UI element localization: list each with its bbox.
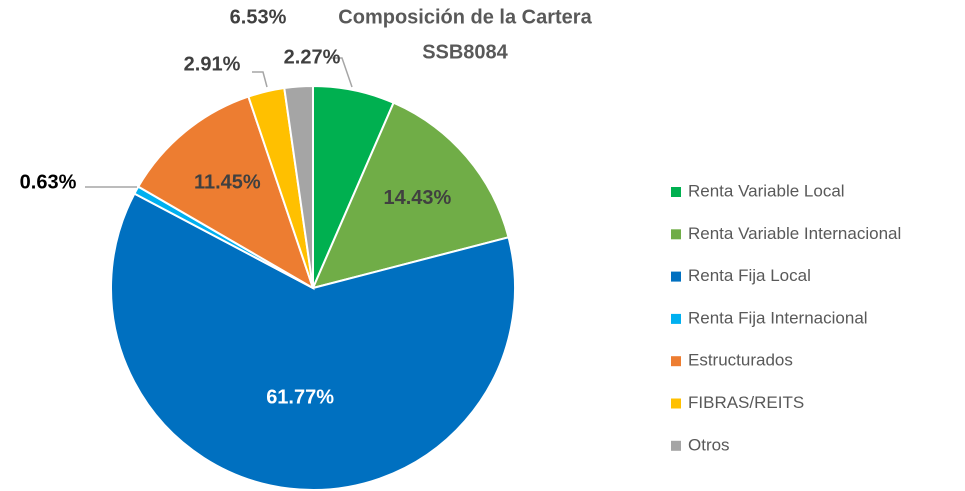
pie-slice xyxy=(311,101,510,290)
legend-swatch xyxy=(671,229,681,240)
legend-label: Renta Variable Local xyxy=(688,181,845,200)
chart-subtitle: SSB8084 xyxy=(422,41,508,63)
pie-slice xyxy=(136,95,315,291)
legend-swatch xyxy=(671,313,681,324)
data-label: 11.45% xyxy=(194,171,261,193)
data-label: 6.53% xyxy=(230,6,287,28)
legend-swatch xyxy=(671,187,681,197)
legend-swatch xyxy=(671,271,681,282)
data-label: 14.43% xyxy=(384,187,452,209)
leader-line xyxy=(252,71,268,88)
legend-swatch xyxy=(671,356,681,367)
data-label: 0.63% xyxy=(20,171,77,193)
legend-label: Estructurados xyxy=(688,351,793,370)
chart-title: Composición de la Cartera xyxy=(338,6,592,28)
pie-slice xyxy=(283,84,314,289)
legend-label: Otros xyxy=(688,435,730,454)
legend-label: Renta Fija Internacional xyxy=(688,308,868,327)
leader-line xyxy=(330,57,353,88)
legend-label: FIBRAS/REITS xyxy=(688,393,804,412)
legend-label: Renta Variable Internacional xyxy=(688,224,901,243)
legend-label: Renta Fija Local xyxy=(688,266,811,285)
data-label: 2.27% xyxy=(284,46,341,68)
data-label: 2.91% xyxy=(184,53,241,75)
data-label: 61.77% xyxy=(266,387,334,409)
legend-swatch xyxy=(671,440,681,451)
pie-slice xyxy=(110,192,516,491)
legend-swatch xyxy=(671,398,681,409)
